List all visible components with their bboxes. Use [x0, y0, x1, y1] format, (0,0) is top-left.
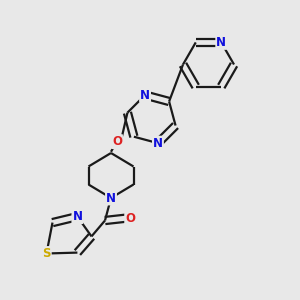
Text: N: N [72, 210, 82, 223]
Text: N: N [140, 88, 150, 101]
Text: N: N [106, 191, 116, 205]
Text: N: N [216, 36, 226, 49]
Text: S: S [42, 247, 51, 260]
Text: N: N [153, 137, 163, 150]
Text: O: O [125, 212, 135, 225]
Text: O: O [112, 135, 122, 148]
